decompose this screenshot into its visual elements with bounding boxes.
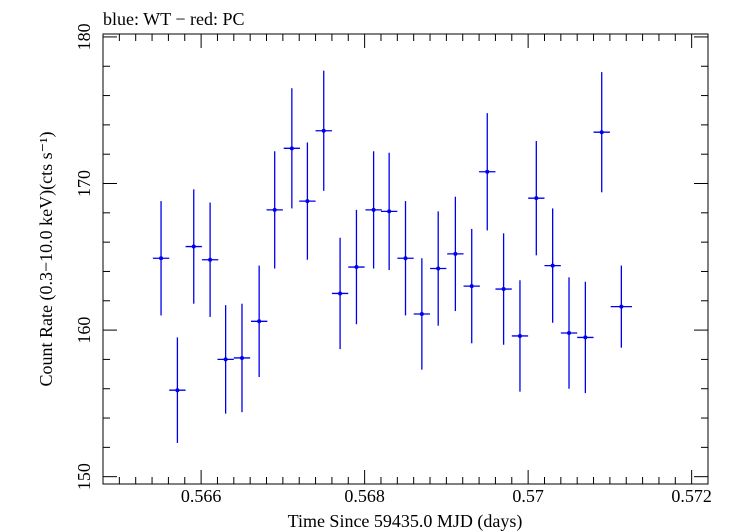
- data-point: [447, 196, 464, 312]
- point-marker: [208, 257, 213, 262]
- data-point: [560, 277, 578, 389]
- point-marker: [517, 333, 522, 338]
- point-marker: [257, 319, 262, 324]
- y-tick-label: 180: [74, 23, 94, 50]
- data-points: [152, 70, 632, 443]
- point-marker: [289, 146, 294, 151]
- data-point: [610, 265, 632, 348]
- x-tick-label: 0.566: [181, 486, 222, 506]
- point-marker: [436, 266, 441, 271]
- x-tick-label: 0.568: [344, 486, 385, 506]
- point-marker: [453, 251, 458, 256]
- point-marker: [387, 209, 392, 214]
- y-tick-label: 160: [74, 317, 94, 344]
- y-axis-label: Count Rate (0.3−10.0 keV)(cts s⁻¹): [36, 131, 57, 386]
- point-marker: [501, 287, 506, 292]
- data-point: [217, 305, 234, 414]
- point-marker: [239, 355, 244, 360]
- data-point: [479, 113, 496, 231]
- point-marker: [485, 169, 490, 174]
- axis-ticks: [102, 34, 709, 484]
- point-marker: [550, 263, 555, 268]
- data-point: [169, 337, 186, 443]
- point-marker: [191, 244, 196, 249]
- data-point: [283, 88, 301, 209]
- point-marker: [159, 256, 164, 261]
- point-marker: [223, 357, 228, 362]
- point-marker: [272, 207, 277, 212]
- data-point: [299, 142, 316, 260]
- point-marker: [419, 311, 424, 316]
- point-marker: [354, 265, 359, 270]
- data-point: [593, 72, 610, 193]
- y-tick-label: 170: [74, 170, 94, 197]
- data-point: [544, 208, 561, 323]
- point-marker: [619, 304, 624, 309]
- data-point: [266, 151, 283, 269]
- data-point: [397, 201, 414, 316]
- data-point: [365, 151, 382, 269]
- data-point: [201, 202, 219, 317]
- point-marker: [567, 331, 572, 336]
- point-marker: [599, 130, 604, 135]
- data-point: [152, 201, 170, 316]
- y-tick-label: 150: [74, 463, 94, 490]
- data-point: [430, 211, 447, 326]
- point-marker: [305, 199, 310, 204]
- data-point: [380, 152, 398, 270]
- point-marker: [175, 388, 180, 393]
- data-point: [528, 141, 545, 256]
- point-marker: [469, 284, 474, 289]
- x-axis-label: Time Since 59435.0 MJD (days): [288, 511, 523, 532]
- x-tick-label: 0.57: [512, 486, 544, 506]
- point-marker: [583, 335, 588, 340]
- data-point: [495, 233, 512, 345]
- data-point: [315, 70, 332, 191]
- data-point: [250, 265, 268, 377]
- data-point: [463, 228, 480, 344]
- point-marker: [371, 207, 376, 212]
- data-point: [185, 189, 202, 304]
- data-point: [413, 258, 431, 370]
- data-point: [577, 281, 594, 394]
- data-point: [511, 280, 529, 392]
- data-point: [331, 237, 349, 350]
- axis-tick-labels: 0.566 0.568 0.57 0.572 150 160 170 180: [74, 23, 712, 506]
- plot-frame: [102, 33, 709, 485]
- x-tick-label: 0.572: [671, 486, 712, 506]
- point-marker: [403, 256, 408, 261]
- point-marker: [321, 128, 326, 133]
- chart-title: blue: WT − red: PC: [103, 9, 244, 29]
- point-marker: [338, 291, 343, 296]
- point-marker: [534, 196, 539, 201]
- data-point: [348, 209, 365, 325]
- data-point: [233, 303, 251, 413]
